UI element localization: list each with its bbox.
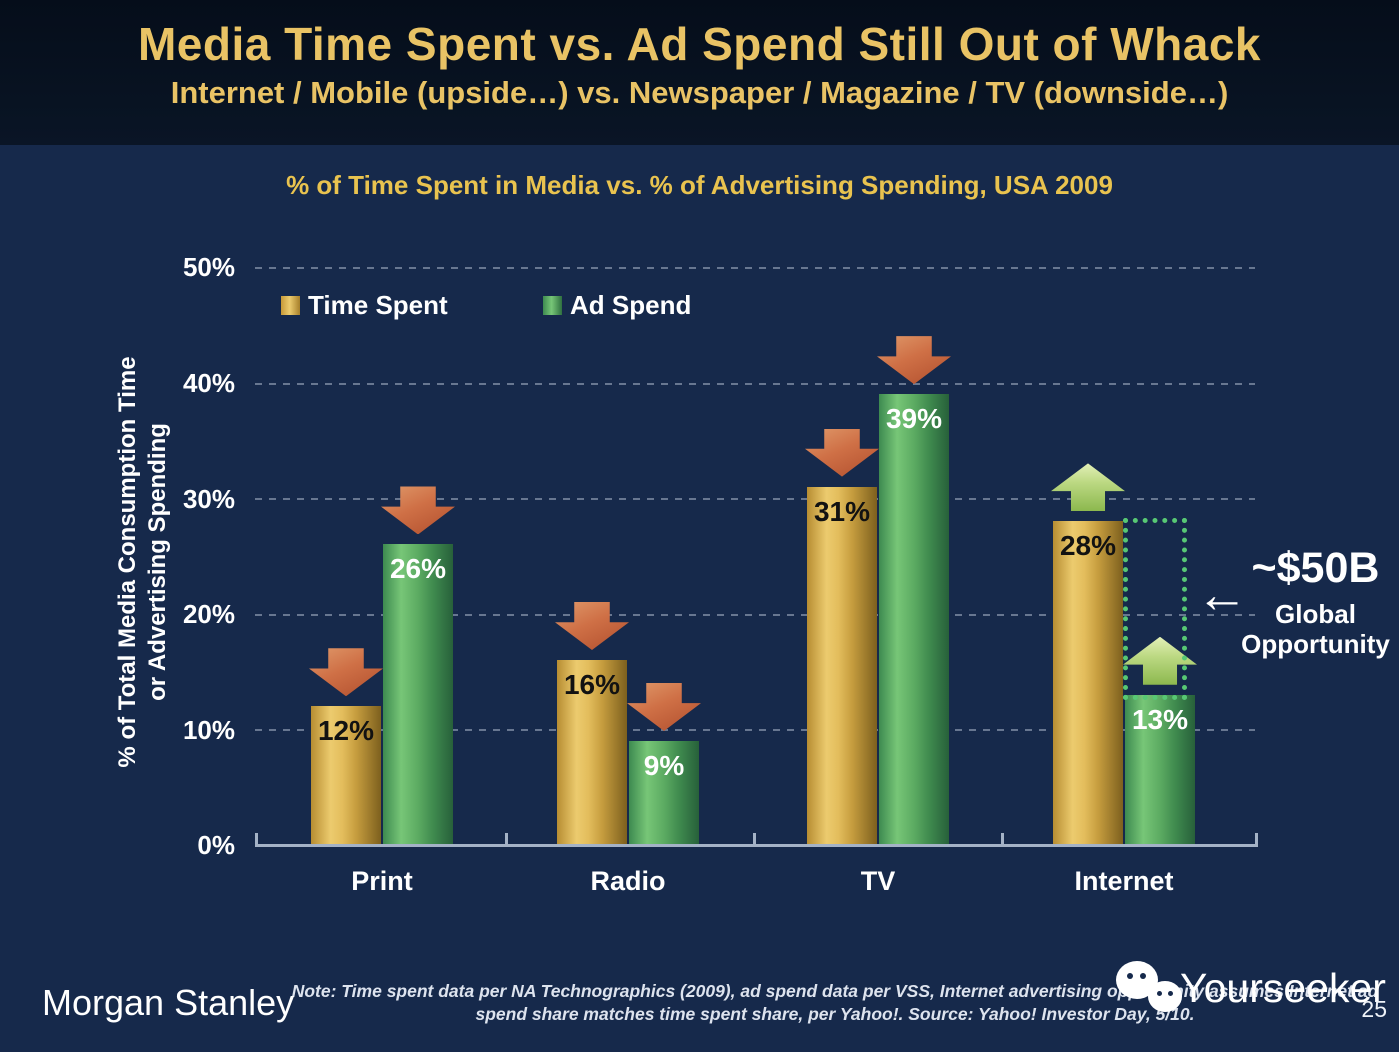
x-axis-tick-5 [1255, 833, 1258, 844]
x-axis-line [255, 844, 1258, 847]
y-tick-50: 50% [182, 252, 235, 282]
x-axis-tick-4 [1001, 833, 1004, 844]
x-label-tv: TV [860, 866, 896, 896]
bar-internet-ad-spend: 13% [1125, 694, 1195, 845]
wechat-icon [1112, 959, 1188, 1017]
down-arrow-icon-tv-ad [877, 336, 951, 385]
x-label-print: Print [351, 866, 413, 896]
opportunity-value: ~$50B [1251, 544, 1380, 592]
bar-value-radio-ad-spend: 9% [643, 749, 685, 781]
bar-value-print-ad-spend: 26% [389, 553, 447, 585]
up-arrow-icon-internet-time [1051, 463, 1125, 512]
legend-swatch-ad-spend [543, 295, 562, 315]
gridline-30 [255, 498, 1255, 501]
source-note: Note: Time spent data per NA Technograph… [285, 980, 1385, 1026]
opportunity-caption: Global Opportunity [1228, 599, 1399, 659]
morgan-stanley-logo: Morgan Stanley [42, 982, 295, 1023]
y-axis-title: % of Total Media Consumption Time or Adv… [113, 212, 177, 912]
gridline-10 [255, 729, 1255, 732]
chart-title: % of Time Spent in Media vs. % of Advert… [286, 170, 1113, 200]
y-tick-30: 30% [182, 484, 235, 514]
opportunity-gap-dotted-rect [1123, 518, 1187, 700]
y-axis-title-line1: % of Total Media Consumption Time [114, 356, 141, 768]
slide-title: Media Time Spent vs. Ad Spend Still Out … [137, 18, 1262, 70]
bar-value-print-time-spent: 12% [317, 715, 375, 747]
x-label-radio: Radio [590, 866, 666, 896]
bar-radio-time-spent: 16% [557, 660, 627, 845]
gridline-50 [255, 267, 1255, 269]
bar-value-tv-time-spent: 31% [813, 495, 871, 527]
opportunity-annotation: ~$50B Global Opportunity [1228, 544, 1399, 659]
y-tick-40: 40% [182, 368, 235, 398]
gridline-40 [255, 382, 1255, 385]
bar-internet-time-spent: 28% [1053, 521, 1123, 845]
bar-value-radio-time-spent: 16% [563, 669, 621, 701]
bar-tv-time-spent: 31% [807, 486, 877, 845]
slide-header: Media Time Spent vs. Ad Spend Still Out … [0, 0, 1399, 145]
source-note-line2: spend share matches time spent share, pe… [475, 1004, 1195, 1024]
bar-print-time-spent: 12% [311, 706, 381, 845]
y-tick-10: 10% [182, 715, 235, 745]
x-axis-tick-3 [753, 833, 756, 844]
plot-area: 12% 16% 31% 28% 26% 9% 39% 13% [255, 267, 1258, 847]
x-axis-tick-1 [255, 833, 258, 844]
legend-item-time-spent: Time Spent [281, 289, 448, 320]
bar-value-internet-time-spent: 28% [1059, 530, 1117, 562]
legend-swatch-time-spent [281, 295, 300, 315]
down-arrow-icon-print-time [309, 648, 383, 697]
y-tick-20: 20% [182, 599, 235, 629]
y-tick-0: 0% [197, 830, 235, 860]
gridline-20 [255, 613, 1255, 616]
y-axis-title-line2: or Advertising Spending [144, 423, 171, 701]
down-arrow-icon-tv-time [805, 428, 879, 477]
x-axis-tick-2 [505, 833, 508, 844]
wechat-bubble-small [1148, 981, 1182, 1012]
down-arrow-icon-radio-ad [627, 682, 701, 731]
bar-tv-ad-spend: 39% [879, 394, 949, 845]
watermark-text: Yourseeker [1180, 964, 1386, 1011]
watermark: Yourseeker [1112, 958, 1386, 1018]
down-arrow-icon-print-ad [381, 486, 455, 535]
left-arrow-icon: ← [1196, 566, 1248, 624]
opportunity-caption-line2: Opportunity [1241, 629, 1390, 659]
bar-value-tv-ad-spend: 39% [885, 403, 943, 435]
bar-print-ad-spend: 26% [383, 544, 453, 845]
down-arrow-icon-radio-time [555, 602, 629, 651]
bar-radio-ad-spend: 9% [629, 740, 699, 845]
bar-value-internet-ad-spend: 13% [1131, 703, 1189, 735]
x-label-internet: Internet [1074, 866, 1174, 896]
legend-label-ad-spend: Ad Spend [570, 289, 692, 320]
page-number: 25 [1361, 996, 1387, 1022]
legend-label-time-spent: Time Spent [308, 289, 448, 320]
slide-subtitle: Internet / Mobile (upside…) vs. Newspape… [170, 75, 1229, 110]
wechat-bubble-large [1116, 961, 1158, 999]
opportunity-caption-line1: Global [1275, 599, 1356, 629]
legend-item-ad-spend: Ad Spend [543, 289, 692, 320]
source-note-line1: Note: Time spent data per NA Technograph… [291, 981, 1379, 1001]
